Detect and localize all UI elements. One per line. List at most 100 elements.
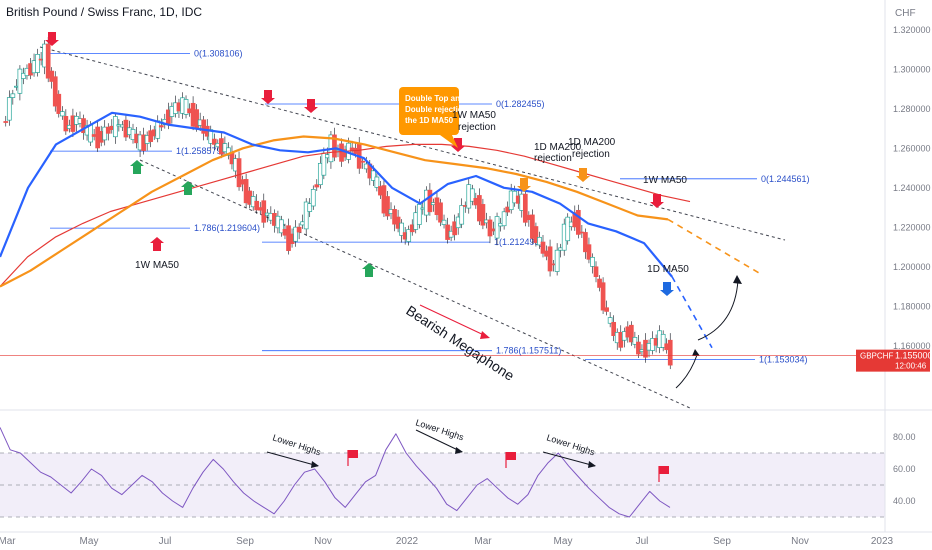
candle-body: [459, 205, 465, 225]
candle-body: [586, 244, 592, 260]
candle-body: [279, 219, 284, 234]
candle-body: [59, 111, 65, 117]
rsi-tick-label: 40.00: [893, 496, 916, 506]
candle-body: [399, 222, 404, 236]
candle-body: [611, 321, 617, 336]
rsi-note: Lower Highs: [414, 417, 465, 442]
rsi-arrowhead: [455, 447, 463, 454]
y-tick-label: 1.320000: [893, 25, 931, 35]
candle-body: [105, 126, 111, 134]
projection-curve: [675, 354, 698, 389]
candle-body: [158, 125, 164, 128]
candle-body: [254, 200, 260, 211]
x-tick-label: May: [554, 536, 573, 547]
y-tick-label: 1.160000: [893, 341, 931, 351]
pattern-arrowhead: [480, 331, 490, 339]
candle-body: [575, 209, 581, 235]
candle-body: [293, 226, 298, 242]
x-tick-label: Jul: [159, 536, 172, 547]
candle-body: [314, 184, 320, 188]
candle-body: [565, 216, 571, 242]
bullish-arrow-icon: [181, 181, 195, 195]
y-tick-label: 1.280000: [893, 104, 931, 114]
ma-support-arrow-icon: [150, 237, 164, 251]
candle-body: [183, 99, 189, 115]
upper-trendline: [39, 46, 786, 241]
candle-body: [629, 324, 634, 343]
price-tag-symbol: GBPCHF: [860, 352, 893, 361]
candle-body: [600, 282, 606, 311]
x-tick-label: Nov: [314, 536, 332, 547]
fib-level-label: 1.786(1.219604): [194, 223, 260, 233]
candle-body: [547, 246, 553, 272]
fib-level-label: 0(1.308106): [194, 48, 243, 58]
candle-body: [416, 204, 422, 225]
candle-body: [537, 236, 542, 246]
ma-label: 1D MA200: [534, 142, 582, 153]
candle-body: [370, 170, 376, 181]
candle-body: [406, 229, 412, 242]
currency-label: CHF: [895, 8, 916, 19]
candle-body: [522, 193, 528, 223]
candle-body: [487, 219, 493, 237]
callout-text: Double rejection on: [405, 105, 480, 114]
y-tick-label: 1.260000: [893, 143, 931, 153]
ma200-projection: [667, 218, 763, 276]
y-tick-label: 1.180000: [893, 301, 931, 311]
fib-level-label: 0(1.282455): [496, 99, 545, 109]
ma-label: 1W MA50: [643, 175, 687, 186]
fib-level-label: 1.786(1.157511): [496, 346, 561, 356]
rsi-lower-high-line: [266, 451, 319, 467]
rsi-arrowhead: [311, 461, 319, 468]
candle-body: [632, 336, 638, 345]
lower-trendline: [139, 159, 691, 409]
candle-body: [452, 221, 457, 236]
x-tick-label: May: [80, 536, 99, 547]
callout-text: Double Top and: [405, 94, 465, 103]
ma200-rejection-arrow-icon: [576, 168, 590, 182]
series-1d-ma50: [0, 111, 673, 278]
rsi-series: [0, 427, 671, 518]
candle-body: [667, 339, 673, 366]
candle-body: [310, 189, 316, 207]
candle-body: [332, 134, 337, 158]
chart-title: British Pound / Swiss Franc, 1D, IDC: [6, 5, 203, 19]
candle-body: [17, 68, 23, 94]
ma-label-suffix: rejection: [572, 149, 610, 160]
x-tick-label: Mar: [474, 536, 492, 547]
x-tick-label: Mar: [0, 536, 16, 547]
candle-body: [307, 203, 313, 212]
callout-box: [399, 87, 459, 135]
rsi-tick-label: 80.00: [893, 432, 916, 442]
candle-body: [3, 121, 9, 123]
candle-body: [385, 196, 390, 217]
candle-body: [52, 76, 58, 107]
bearish-arrow-icon: [45, 32, 59, 46]
price-tag-value: 1.155000: [895, 351, 932, 361]
ma-label: 1W MA50: [452, 110, 496, 121]
candle-body: [63, 115, 69, 132]
candle-body: [604, 307, 609, 312]
callout-text: the 1D MA50: [405, 116, 454, 125]
candle-body: [540, 241, 546, 254]
candle-body: [112, 116, 118, 138]
candle-body: [583, 232, 588, 253]
ma-label: 1D MA200: [568, 137, 616, 148]
rsi-arrowhead: [588, 461, 596, 468]
x-tick-label: 2022: [396, 536, 419, 547]
candle-body: [226, 147, 231, 156]
candle-body: [590, 256, 595, 267]
candle-body: [438, 202, 443, 223]
price-tag-countdown: 12:00:46: [895, 362, 927, 371]
candle-body: [10, 93, 16, 98]
fib-level-label: 0(1.244561): [761, 174, 810, 184]
projection-curve: [697, 279, 739, 341]
rsi-flag-icon: [506, 452, 516, 460]
candle-body: [395, 216, 401, 229]
rsi-flag-icon: [348, 450, 358, 458]
fib-level-label: 1(1.153034): [759, 355, 808, 365]
pattern-arrow: [419, 304, 489, 338]
bullish-arrow-icon: [130, 160, 144, 174]
candle-body: [494, 216, 500, 239]
